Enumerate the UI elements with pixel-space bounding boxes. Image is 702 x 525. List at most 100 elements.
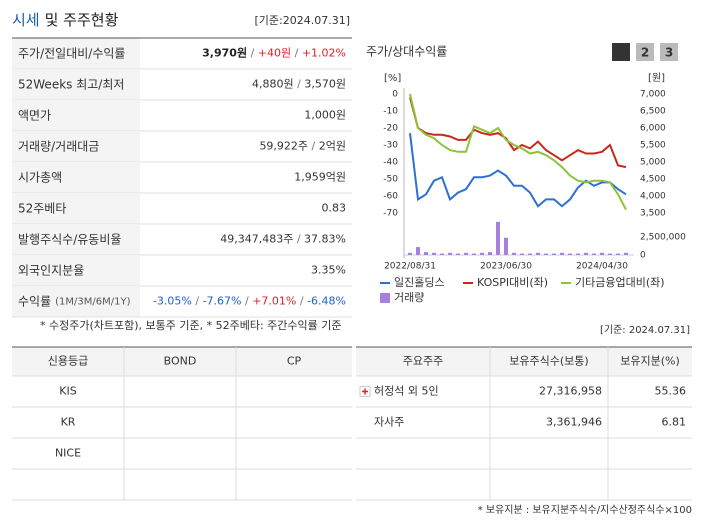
legend-label: 일진홀딩스 [394, 275, 445, 289]
x-tick-label: 2023/06/30 [480, 262, 532, 272]
cell: 허정석 외 5인 [374, 385, 439, 398]
volume-bar [584, 252, 588, 255]
row-value: 49,347,483주 / 37.83% [220, 233, 346, 246]
value: 1,959억원 [294, 171, 346, 184]
label: 발행주식수/유동비율 [18, 231, 121, 246]
volume-bar [456, 253, 460, 255]
volume-bar [504, 237, 508, 255]
legend-swatch [380, 293, 390, 303]
y-tick-label: -40 [383, 158, 398, 168]
y2-tick-label: 4,500 [640, 175, 666, 185]
y-tick-label: -60 [383, 192, 398, 202]
separator: / [294, 78, 305, 91]
label: 주가/전일대비/수익률 [18, 46, 125, 60]
volume-bar [448, 252, 452, 255]
row-value: 3.35% [311, 264, 346, 277]
cell: KR [61, 416, 76, 429]
volume-bar [496, 221, 500, 255]
cell: 55.36 [655, 385, 687, 398]
label: 52Weeks 최고/최저 [18, 77, 124, 91]
label-cell [12, 224, 140, 255]
row-label: 시가총액 [18, 170, 62, 184]
label: 액면가 [18, 108, 51, 122]
header-label: 보유지분(%) [620, 355, 680, 368]
volume-bar [552, 253, 556, 255]
x-tick-label: 2022/08/31 [384, 262, 436, 272]
header-cell [12, 347, 352, 376]
volume-bar [424, 252, 428, 255]
label-cell [12, 69, 140, 100]
x-tick-label: 2024/04/30 [576, 262, 628, 272]
tab-label[interactable]: 2 [641, 46, 649, 60]
series-line [409, 93, 627, 211]
volume-bar [432, 252, 436, 255]
volume-bar [408, 252, 412, 255]
row-label: 액면가 [18, 108, 51, 122]
row-label: 외국인지분율 [18, 263, 84, 277]
volume-bar [464, 252, 468, 255]
label-cell [12, 286, 140, 317]
y2-tick-label: 5,500 [640, 141, 666, 151]
row-label: 수익률 (1M/3M/6M/1Y) [18, 294, 131, 308]
value: +1.02% [302, 47, 346, 60]
row-value: 1,000원 [304, 109, 346, 122]
header-label: 주요주주 [403, 355, 443, 368]
value: -7.67% [203, 295, 242, 308]
date: [기준: 2024.07.31] [600, 324, 690, 336]
series-line [409, 132, 627, 208]
y-tick-label: -10 [383, 107, 398, 117]
legend-label: KOSPI대비(좌) [477, 276, 548, 289]
row-value: 0.83 [322, 202, 347, 215]
legend-label: 거래량 [394, 291, 424, 304]
label-cell [12, 162, 140, 193]
label: 시가총액 [18, 170, 62, 184]
y2-tick-label: 7,000 [640, 90, 666, 100]
value: 3,970원 [202, 46, 247, 60]
title-highlight: 시세 [12, 11, 40, 29]
volume-bar [560, 252, 564, 255]
value: 2억원 [319, 140, 346, 153]
volume-bar [600, 252, 604, 255]
label-cell [12, 193, 140, 224]
volume-bar [512, 252, 516, 255]
header-label: BOND [164, 355, 197, 368]
header-cell [356, 347, 692, 376]
tab-button[interactable] [612, 43, 630, 61]
label-cell [12, 100, 140, 131]
row-label: 52Weeks 최고/최저 [18, 77, 124, 91]
y-tick-label: -70 [383, 209, 398, 219]
y-tick-label: 0 [392, 90, 398, 100]
row-value: 4,880원 / 3,570원 [252, 78, 346, 91]
row-label: 52주베타 [18, 201, 66, 215]
y-tick-label: -30 [383, 141, 398, 151]
cell: 3,361,946 [546, 416, 602, 429]
separator: / [192, 295, 203, 308]
legend-label: 기타금융업대비(좌) [575, 276, 665, 289]
tab-button[interactable] [660, 43, 678, 61]
tab-label[interactable]: 1 [617, 46, 625, 60]
footnote: * 수정주가(차트포함), 보통주 기준, * 52주베타: 주간수익률 기준 [40, 319, 342, 332]
value: +7.01% [252, 295, 296, 308]
separator: / [242, 295, 253, 308]
value: +40원 [258, 47, 291, 60]
tab-button[interactable] [636, 43, 654, 61]
expand-plus [362, 388, 368, 395]
value: -6.48% [307, 295, 346, 308]
volume-bar [440, 253, 444, 255]
header-label: 보유주식수(보통) [509, 355, 588, 368]
tab-label[interactable]: 3 [665, 46, 673, 60]
volume-bar [624, 252, 628, 255]
separator: / [308, 140, 319, 153]
volume-bar [520, 253, 524, 255]
date: [기준:2024.07.31] [254, 14, 350, 27]
cell: 6.81 [662, 416, 687, 429]
volume-tick-label: 2,500,000 [640, 233, 686, 243]
label: 52주베타 [18, 201, 66, 215]
value: 59,922주 [259, 140, 308, 153]
volume-bar [568, 253, 572, 255]
section-title: 시세 및 주주현황 [12, 11, 119, 29]
label: 거래량/거래대금 [18, 139, 99, 153]
y2-tick-label: 5,000 [640, 158, 666, 168]
value: 1,000원 [304, 109, 346, 122]
